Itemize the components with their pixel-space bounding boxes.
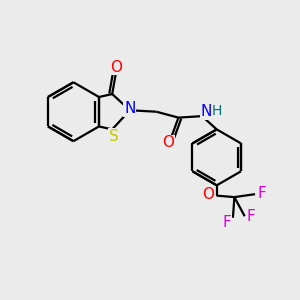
Text: O: O — [110, 59, 122, 74]
Text: N: N — [201, 104, 212, 119]
Text: O: O — [162, 135, 174, 150]
Text: N: N — [124, 101, 136, 116]
Text: F: F — [222, 214, 231, 230]
Text: F: F — [258, 186, 267, 201]
Text: F: F — [247, 209, 256, 224]
Text: S: S — [109, 129, 118, 144]
Text: O: O — [202, 187, 214, 202]
Text: H: H — [212, 104, 223, 118]
